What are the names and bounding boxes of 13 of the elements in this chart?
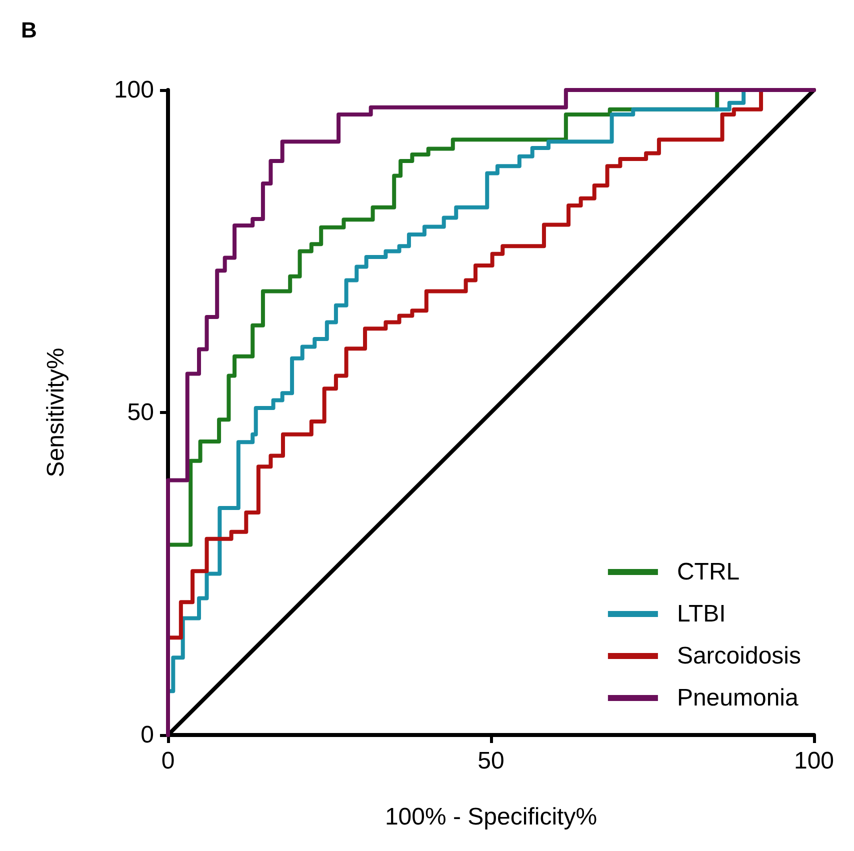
y-tick-label: 100 [114, 76, 154, 104]
y-tick-label: 0 [140, 722, 154, 748]
legend-label: Pneumonia [676, 684, 800, 712]
x-axis-title: 100% - Specificity% [384, 804, 598, 830]
y-tick-label: 50 [127, 399, 154, 426]
y-axis-title: Sensitivity% [42, 348, 70, 478]
legend-label: LTBI [676, 600, 726, 628]
x-tick-label: 0 [161, 748, 175, 774]
x-tick-label: 50 [478, 748, 504, 774]
legend-label: CTRL [676, 558, 740, 586]
chart-title: B [21, 18, 37, 42]
x-tick-label: 100 [794, 748, 834, 774]
legend-label: Sarcoidosis [676, 642, 802, 670]
